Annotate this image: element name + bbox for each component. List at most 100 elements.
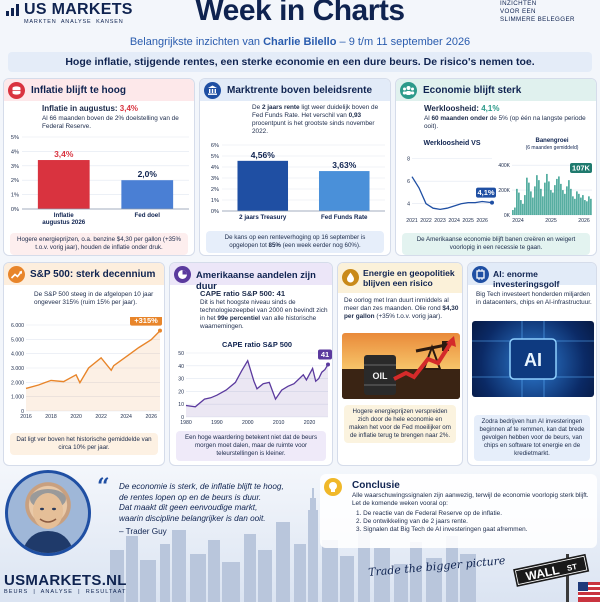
bar-data-label: 3,63% bbox=[332, 160, 357, 170]
energy-card: Energie en geopolitiek blijven een risico… bbox=[337, 262, 463, 466]
oil-drop-icon bbox=[342, 269, 359, 286]
end-point bbox=[158, 328, 162, 333]
y-tick-label: 2% bbox=[11, 178, 19, 184]
x-tick-label: 2 jaars Treasury bbox=[239, 214, 287, 221]
lightbulb-icon bbox=[324, 478, 342, 496]
y-tick-label: 30 bbox=[178, 377, 184, 383]
wall-street-sign: WALL ST bbox=[508, 540, 600, 602]
y-tick-label: 5% bbox=[11, 135, 19, 141]
bar bbox=[554, 185, 556, 215]
x-tick-label: 1990 bbox=[211, 420, 223, 426]
bar bbox=[528, 182, 530, 215]
bar bbox=[562, 190, 564, 215]
bar bbox=[572, 196, 574, 215]
logo[interactable]: US MARKETS MARKTEN ANALYSE KANSEN bbox=[0, 0, 135, 30]
y-tick-label: 200K bbox=[498, 188, 510, 194]
x-tick-label: 2024 bbox=[448, 218, 460, 224]
y-tick-label: 8 bbox=[407, 157, 410, 163]
brain-chip-icon bbox=[472, 266, 489, 283]
list-item: 3. Signalen dat Big Tech de AI investeri… bbox=[356, 526, 528, 533]
x-tick-label: 2025 bbox=[462, 218, 474, 224]
list-item: 2. De ontwikkeling van de 2 jaars rente. bbox=[356, 518, 468, 525]
bar bbox=[37, 160, 90, 209]
ai-title: AI: enorme investeringsgolf bbox=[493, 269, 560, 289]
rates-chart: 0% 1% 2% 3% 4% 5% 6% 4,56% 2 jaars Treasury 3,63%… bbox=[211, 143, 385, 221]
end-label: 41 bbox=[321, 350, 329, 359]
ai-card: AI: enorme investeringsgolf Big Tech inv… bbox=[467, 262, 597, 466]
series-line bbox=[25, 330, 161, 390]
bar bbox=[550, 190, 552, 215]
page-subtitle: Belangrijkste inzichten van Charlie Bile… bbox=[129, 36, 471, 48]
x-tick-label: 2000 bbox=[242, 420, 254, 426]
x-tick-label: 2020 bbox=[70, 414, 82, 420]
bar bbox=[516, 188, 518, 215]
energy-text: De oorlog met Iran duurt inmiddels al me… bbox=[344, 297, 459, 320]
conclusion-card: Conclusie Alle waarschuwingssignalen zij… bbox=[320, 474, 597, 548]
series-line bbox=[411, 176, 493, 211]
y-tick-label: 0K bbox=[504, 213, 511, 219]
bar bbox=[582, 195, 584, 215]
y-tick-label: 0% bbox=[211, 209, 219, 215]
bar bbox=[580, 197, 582, 215]
footer-brand[interactable]: USMARKETS.NL BEURS | ANALYSE | RESULTAAT bbox=[4, 572, 127, 595]
y-tick-label: 1.000 bbox=[11, 395, 24, 401]
x-tick-label: 2026 bbox=[476, 218, 488, 224]
y-tick-label: 20 bbox=[178, 389, 184, 395]
bar bbox=[532, 197, 534, 215]
chip-label: AI bbox=[524, 350, 542, 370]
x-tick-label: 2026 bbox=[578, 218, 590, 224]
y-tick-label: 5% bbox=[211, 154, 219, 160]
end-label: 107K bbox=[572, 164, 591, 173]
bar bbox=[588, 196, 590, 215]
bar bbox=[568, 180, 570, 215]
bar bbox=[574, 198, 576, 215]
rising-arrow-icon bbox=[393, 339, 454, 381]
economy-lead: Werkloosheid: 4,1% bbox=[424, 104, 500, 113]
y-tick-label: 6.000 bbox=[11, 323, 24, 329]
rates-card: Marktrente boven beleidsrente De 2 jaars… bbox=[199, 78, 391, 256]
y-tick-label: 400K bbox=[498, 163, 510, 169]
x-tick-label: 2020 bbox=[304, 420, 316, 426]
ai-chip-image: AI bbox=[472, 321, 594, 397]
y-tick-label: 1% bbox=[11, 193, 19, 199]
conclusion-text: Alle waarschuwingssignalen zijn aanwezig… bbox=[352, 492, 589, 507]
y-tick-label: 0 bbox=[181, 415, 184, 421]
y-tick-label: 0 bbox=[21, 409, 24, 415]
cape-title: Amerikaanse aandelen zijn duur bbox=[196, 269, 316, 291]
bar bbox=[538, 180, 540, 215]
energy-title: Energie en geopolitiek blijven een risico bbox=[363, 268, 455, 288]
end-label-badge bbox=[130, 317, 162, 326]
bar-data-label: 4,56% bbox=[251, 150, 276, 160]
sign-wall-label: WALL bbox=[524, 563, 560, 584]
end-label-badge bbox=[318, 349, 332, 360]
bar bbox=[566, 186, 568, 215]
y-tick-label: 4% bbox=[211, 165, 219, 171]
y-tick-label: 40 bbox=[178, 364, 184, 370]
logo-subtext: MARKTEN ANALYSE KANSEN bbox=[24, 19, 124, 25]
series-area bbox=[26, 330, 160, 411]
y-tick-label: 6% bbox=[211, 143, 219, 149]
y-tick-label: 50 bbox=[178, 351, 184, 357]
oil-barrel-icon: OIL bbox=[364, 355, 396, 395]
inflation-footer: Hogere energieprijzen, o.a. benzine $4,3… bbox=[10, 233, 188, 255]
bar bbox=[121, 180, 174, 209]
y-tick-label: 3% bbox=[211, 176, 219, 182]
bar bbox=[524, 195, 526, 215]
x-tick-label: Inflatie bbox=[54, 212, 74, 219]
x-tick-label: 2021 bbox=[406, 218, 418, 224]
bar bbox=[576, 191, 578, 215]
bar bbox=[530, 191, 532, 215]
y-tick-label: 3.000 bbox=[11, 366, 24, 372]
y-tick-label: 4.000 bbox=[11, 352, 24, 358]
bar bbox=[548, 181, 550, 215]
barrel-label: OIL bbox=[373, 371, 389, 381]
sp500-card: S&P 500: sterk decennium De S&P 500 stee… bbox=[3, 262, 165, 466]
jobs-chart: Banengroei(6 maanden gemiddeld) 0K 200K 400… bbox=[498, 138, 592, 224]
x-tick-label: 2022 bbox=[95, 414, 107, 420]
conclusion-list: 1. De reactie van de Federal Reserve op … bbox=[356, 510, 592, 534]
end-label: +315% bbox=[134, 317, 158, 325]
x-tick-label: Fed doel bbox=[135, 212, 161, 219]
cape-footer: Een hoge waardering betekent niet dat de… bbox=[176, 431, 326, 461]
bar bbox=[546, 173, 548, 215]
